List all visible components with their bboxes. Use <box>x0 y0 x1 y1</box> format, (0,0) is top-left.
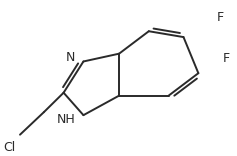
Text: Cl: Cl <box>3 141 15 154</box>
Text: N: N <box>66 51 76 64</box>
Text: NH: NH <box>57 113 76 126</box>
Text: F: F <box>223 52 230 65</box>
Text: F: F <box>217 11 224 24</box>
